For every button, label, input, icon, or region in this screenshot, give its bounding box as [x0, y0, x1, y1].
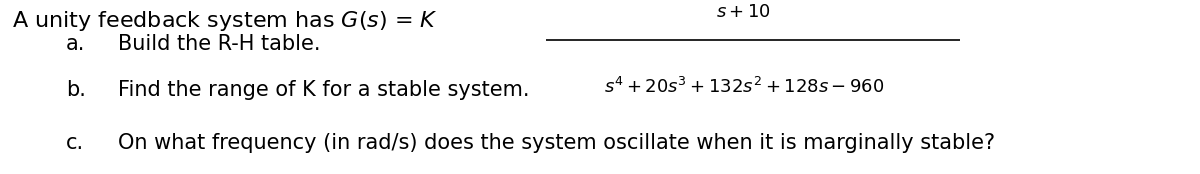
- Text: Build the R-H table.: Build the R-H table.: [118, 34, 320, 53]
- Text: c.: c.: [66, 133, 84, 153]
- Text: $s+10$: $s+10$: [716, 3, 772, 21]
- Text: a.: a.: [66, 34, 85, 53]
- Text: $s^4+20s^3+132s^2+128s-960$: $s^4+20s^3+132s^2+128s-960$: [604, 77, 884, 97]
- Text: Find the range of K for a stable system.: Find the range of K for a stable system.: [118, 81, 529, 100]
- Text: A unity feedback system has $\mathit{G}(\mathit{s})$ = $\mathit{K}$: A unity feedback system has $\mathit{G}(…: [12, 9, 438, 33]
- Text: On what frequency (in rad/s) does the system oscillate when it is marginally sta: On what frequency (in rad/s) does the sy…: [118, 133, 995, 153]
- Text: b.: b.: [66, 81, 86, 100]
